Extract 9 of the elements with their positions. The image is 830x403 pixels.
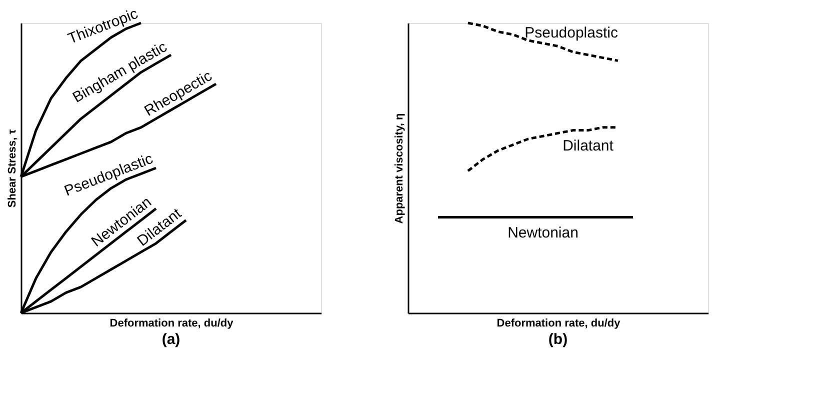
- x-axis-title: Deformation rate, du/dy: [110, 318, 234, 330]
- text: (b): [548, 331, 568, 348]
- series-label: Dilatant: [562, 137, 614, 154]
- y-axis-title: Apparent viscosity, η: [394, 113, 406, 224]
- x-axis-title: Deformation rate, du/dy: [496, 318, 622, 330]
- y-axis-title: Shear Stress, τ: [6, 129, 18, 208]
- series-label: Pseudoplastic: [524, 24, 618, 42]
- series-label: Newtonian: [508, 224, 578, 242]
- text: (a): [162, 331, 180, 348]
